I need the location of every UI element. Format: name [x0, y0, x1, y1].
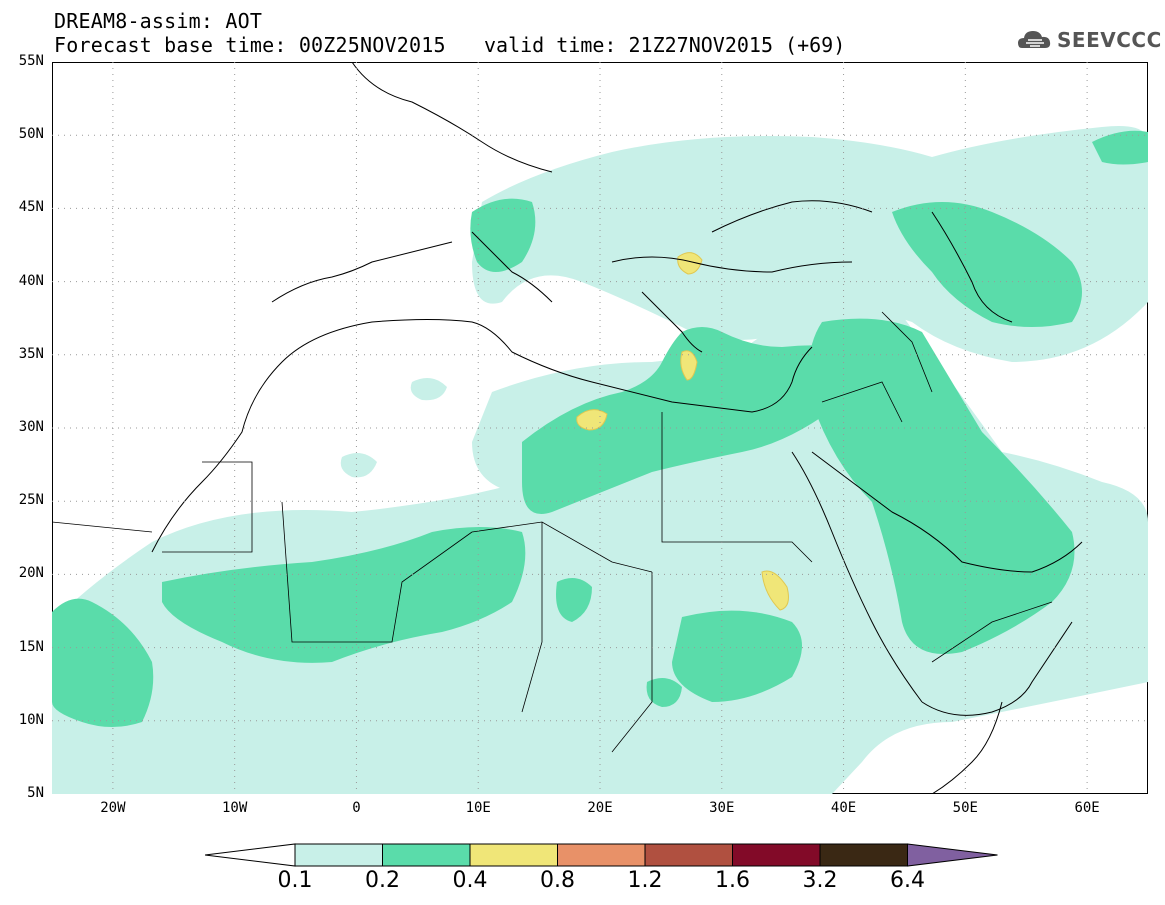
colorbar-under-triangle [205, 843, 296, 867]
colorbar-level-label: 6.4 [890, 868, 925, 893]
colorbar-segment [732, 843, 821, 867]
lat-tick-label: 50N [18, 126, 44, 143]
colorbar-level-label: 0.8 [540, 868, 575, 893]
lon-tick-label: 20W [100, 800, 126, 816]
colorbar-level-label: 0.1 [277, 868, 313, 893]
country-borders [52, 311, 1053, 753]
lon-tick-label: 50E [952, 800, 978, 816]
figure-title: DREAM8-assim: AOT [54, 9, 263, 33]
forecast-base-time: Forecast base time: 00Z25NOV2015 [54, 33, 446, 57]
lat-tick-label: 25N [18, 492, 44, 509]
lon-tick-label: 0 [352, 800, 361, 816]
coastlines [151, 62, 1083, 794]
colorbar-segment [644, 843, 733, 867]
colorbar-segment [557, 843, 646, 867]
lon-tick-label: 10E [465, 800, 491, 816]
colorbar-level-label: 1.2 [627, 868, 663, 893]
graticule [52, 62, 1148, 794]
lat-tick-label: 40N [18, 272, 44, 289]
lon-tick-label: 10W [222, 800, 248, 816]
lat-tick-label: 20N [18, 565, 44, 582]
logo-text: SEEVCCC [1057, 28, 1162, 52]
lat-tick-label: 10N [18, 711, 44, 728]
colorbar-level-label: 1.6 [715, 868, 750, 893]
lon-tick-label: 20E [587, 800, 613, 816]
colorbar-segment [294, 843, 383, 867]
colorbar-level-label: 0.4 [452, 868, 488, 893]
map-plot [52, 62, 1148, 794]
colorbar-level-label: 0.2 [365, 868, 400, 893]
lat-tick-label: 15N [18, 638, 44, 655]
aot-level-0.4 [576, 252, 789, 611]
lat-tick-label: 30N [18, 419, 44, 435]
colorbar-segment [469, 843, 558, 867]
lon-tick-label: 40E [830, 800, 857, 816]
aot-field [52, 62, 1148, 794]
lon-tick-label: 30E [709, 800, 735, 816]
lat-tick-label: 55N [18, 53, 44, 69]
lat-tick-label: 35N [18, 345, 44, 362]
colorbar-level-label: 3.2 [802, 868, 838, 893]
colorbar [205, 843, 998, 867]
colorbar-segment [382, 843, 471, 867]
lat-tick-label: 45N [18, 199, 44, 216]
colorbar-segment [819, 843, 908, 867]
lat-tick-label: 5N [27, 785, 44, 801]
valid-time: valid time: 21Z27NOV2015 (+69) [484, 33, 846, 57]
seevccc-logo-icon [1018, 31, 1051, 48]
lon-tick-label: 60E [1074, 800, 1100, 816]
colorbar-over-triangle [907, 843, 998, 867]
